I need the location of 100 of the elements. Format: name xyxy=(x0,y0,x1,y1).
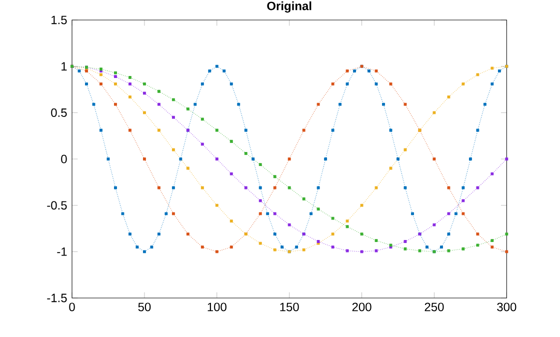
point xyxy=(172,212,175,216)
point xyxy=(288,223,291,226)
point xyxy=(302,128,306,132)
point xyxy=(230,246,233,249)
point xyxy=(432,158,436,160)
y-tick-label: -1.5 xyxy=(47,294,67,302)
point xyxy=(244,186,248,190)
point xyxy=(331,82,334,86)
point xyxy=(476,186,480,190)
point xyxy=(389,166,392,170)
point xyxy=(114,75,117,78)
point xyxy=(505,158,508,160)
point xyxy=(215,158,218,160)
point xyxy=(389,82,392,86)
point xyxy=(215,128,218,132)
x-tick-label: 200 xyxy=(352,302,372,312)
point xyxy=(490,172,494,176)
point xyxy=(128,95,132,98)
point xyxy=(142,82,146,86)
point xyxy=(200,118,204,121)
point xyxy=(288,186,291,190)
point xyxy=(346,225,349,228)
point xyxy=(200,142,204,146)
point xyxy=(476,73,480,76)
point xyxy=(346,249,349,252)
point xyxy=(490,66,494,70)
point xyxy=(331,216,334,220)
point xyxy=(476,244,480,247)
point xyxy=(85,70,88,72)
point xyxy=(258,163,262,166)
point xyxy=(186,166,190,170)
point xyxy=(273,212,276,216)
point xyxy=(258,242,262,245)
point xyxy=(374,70,378,72)
point xyxy=(142,92,146,95)
point xyxy=(230,172,233,176)
point xyxy=(230,140,233,143)
point xyxy=(215,250,218,254)
point xyxy=(505,250,508,254)
point xyxy=(114,71,117,74)
point xyxy=(200,186,204,190)
point xyxy=(316,102,320,106)
point xyxy=(128,128,132,132)
point xyxy=(302,248,306,252)
point xyxy=(490,239,494,242)
y-tick-label: -1 xyxy=(57,248,67,256)
point xyxy=(432,223,436,226)
point xyxy=(404,247,407,250)
y-tick-label: -0.5 xyxy=(47,201,67,210)
point xyxy=(462,247,465,250)
point xyxy=(505,232,508,236)
y-tick-label: 1 xyxy=(62,62,67,70)
x-tick-label: 100 xyxy=(208,302,226,312)
point xyxy=(172,116,175,119)
point xyxy=(374,249,378,252)
point xyxy=(432,111,436,114)
x-tick-label: 250 xyxy=(424,302,444,312)
point xyxy=(114,82,117,86)
point xyxy=(462,212,465,216)
point xyxy=(186,107,190,110)
point xyxy=(200,246,204,249)
x-tick-label: 50 xyxy=(138,302,151,312)
point xyxy=(404,240,407,243)
point xyxy=(258,199,262,202)
y-tick-label: 1.5 xyxy=(52,16,67,24)
point xyxy=(100,82,102,86)
point xyxy=(186,232,190,236)
point xyxy=(374,239,378,242)
y-tick-label: 0 xyxy=(61,154,67,164)
point xyxy=(258,212,262,216)
point xyxy=(331,246,334,249)
y-tick-label: 0.5 xyxy=(51,108,67,117)
point xyxy=(172,98,175,102)
point xyxy=(244,152,248,155)
point xyxy=(157,102,160,106)
point xyxy=(447,212,450,216)
point xyxy=(273,175,276,178)
point xyxy=(215,204,218,207)
point xyxy=(142,158,146,160)
point xyxy=(490,246,494,249)
point xyxy=(273,186,276,190)
point xyxy=(447,95,450,98)
point xyxy=(142,111,146,114)
point xyxy=(374,186,378,190)
point xyxy=(128,82,132,86)
point xyxy=(157,186,160,190)
point xyxy=(316,208,320,211)
point xyxy=(462,199,465,202)
point xyxy=(157,128,160,132)
point xyxy=(288,158,291,160)
point xyxy=(100,73,102,76)
point xyxy=(476,232,480,236)
point xyxy=(360,250,364,254)
point xyxy=(172,148,175,152)
point xyxy=(230,220,233,223)
point xyxy=(462,82,465,86)
point xyxy=(346,220,349,223)
point xyxy=(360,204,364,207)
x-tick-label: 300 xyxy=(497,302,516,312)
point xyxy=(360,232,364,236)
